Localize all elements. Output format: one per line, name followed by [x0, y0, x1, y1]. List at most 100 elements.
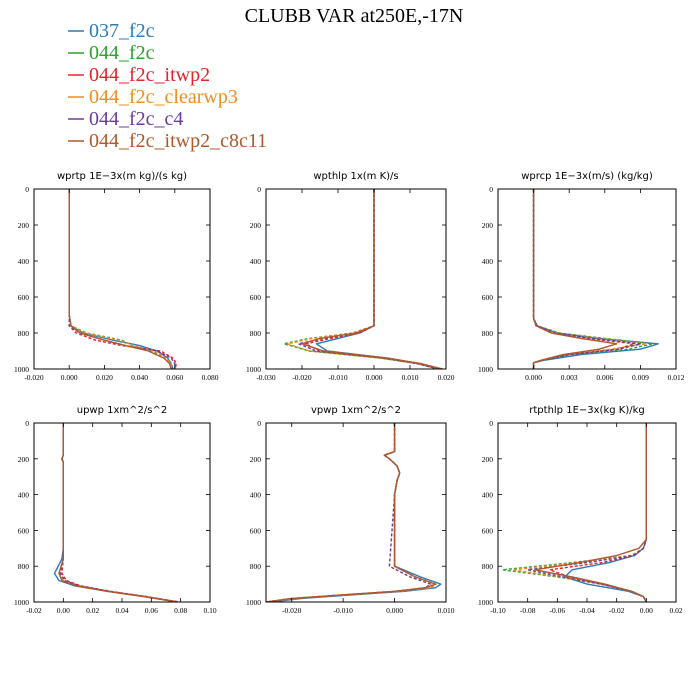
x-tick-label: 0.020: [96, 373, 113, 382]
x-tick-label: 0.04: [115, 606, 128, 615]
y-tick-label: 1000: [478, 365, 493, 374]
y-tick-label: 400: [482, 491, 494, 500]
y-tick-label: 800: [482, 562, 494, 571]
y-tick-label: 800: [482, 329, 494, 338]
x-tick-label: -0.030: [256, 373, 276, 382]
series-line: [271, 423, 442, 602]
x-tick-label: -0.04: [579, 606, 595, 615]
x-tick-label: -0.10: [490, 606, 506, 615]
series-group: [68, 189, 178, 369]
x-tick-label: 0.00: [57, 606, 70, 615]
y-tick-label: 1000: [246, 598, 261, 607]
x-tick-label: 0.080: [202, 373, 219, 382]
plot-frame: [265, 422, 447, 603]
x-tick-label: 0.003: [561, 373, 578, 382]
panel-title: wpthlp 1x(m K)/s: [313, 171, 398, 182]
figure-title: CLUBB VAR at250E,-17N: [245, 5, 464, 27]
x-tick-label: 0.02: [669, 606, 682, 615]
y-tick-label: 800: [18, 329, 30, 338]
y-tick-label: 200: [482, 221, 494, 230]
series-line: [53, 423, 178, 602]
series-line: [59, 423, 178, 602]
y-tick-label: 0: [257, 419, 261, 428]
x-tick-label: -0.020: [24, 373, 44, 382]
series-line: [266, 423, 437, 602]
x-tick-label: 0.010: [438, 606, 455, 615]
panel-title: wprtp 1E−3x(m kg)/(s kg): [57, 171, 187, 182]
legend-label: 044_f2c_clearwp3: [89, 86, 238, 108]
y-tick-label: 600: [482, 526, 494, 535]
plot-frame: [497, 188, 677, 370]
y-tick-label: 800: [250, 562, 262, 571]
x-tick-label: 0.000: [61, 373, 78, 382]
x-tick-label: 0.040: [131, 373, 148, 382]
x-tick-label: -0.020: [282, 606, 302, 615]
x-tick-label: 0.060: [166, 373, 183, 382]
legend-label: 037_f2c: [89, 20, 155, 42]
series-line: [286, 189, 439, 369]
y-tick-label: 1000: [14, 598, 29, 607]
series-line: [564, 423, 647, 602]
series-line: [58, 423, 178, 602]
y-tick-label: 400: [250, 257, 262, 266]
series-group: [266, 423, 442, 602]
y-tick-label: 1000: [478, 598, 493, 607]
x-tick-label: 0.010: [402, 373, 419, 382]
series-line: [501, 423, 647, 602]
legend: 037_f2c044_f2c044_f2c_itwp2044_f2c_clear…: [68, 20, 267, 152]
plot-frame: [497, 422, 677, 603]
y-tick-label: 200: [18, 221, 30, 230]
plot-frame: [33, 188, 211, 370]
y-tick-label: 600: [250, 293, 262, 302]
panel-title: upwp 1xm^2/s^2: [77, 405, 167, 416]
series-group: [283, 189, 443, 369]
series-group: [501, 423, 647, 602]
series-line: [59, 423, 178, 602]
panel-title: wprcp 1E−3x(m/s) (kg/kg): [521, 171, 653, 182]
x-tick-label: -0.06: [550, 606, 566, 615]
series-line: [68, 189, 172, 369]
panel-grid: wprtp 1E−3x(m kg)/(s kg)-0.020 0.000 0.020…: [14, 171, 685, 615]
series-group: [53, 423, 180, 602]
x-tick-label: 0.000: [525, 373, 542, 382]
x-tick-label: 0.06: [145, 606, 158, 615]
series-line: [297, 189, 439, 369]
y-tick-label: 400: [18, 491, 30, 500]
y-tick-label: 0: [25, 185, 29, 194]
chart-panel: wprtp 1E−3x(m kg)/(s kg) -0.020 0.000 0.020…: [14, 171, 219, 382]
x-tick-label: 0.000: [386, 606, 403, 615]
legend-label: 044_f2c: [89, 42, 155, 64]
x-tick-label: 0.02: [86, 606, 99, 615]
y-tick-label: 400: [18, 257, 30, 266]
series-line: [59, 423, 178, 602]
series-line: [61, 423, 180, 602]
x-tick-label: 0.08: [174, 606, 187, 615]
y-tick-label: 200: [482, 455, 494, 464]
x-tick-label: 0.020: [438, 373, 455, 382]
legend-label: 044_f2c_itwp2: [89, 64, 210, 86]
legend-label: 044_f2c_itwp2_c8c11: [89, 130, 267, 152]
series-line: [512, 423, 647, 602]
x-tick-label: -0.02: [609, 606, 625, 615]
x-tick-label: 0.10: [203, 606, 216, 615]
y-tick-label: 0: [25, 419, 29, 428]
x-tick-label: 0.00: [640, 606, 653, 615]
plot-frame: [265, 188, 447, 370]
panel-title: rtpthlp 1E−3x(kg K)/kg: [529, 405, 644, 416]
chart-panel: wprcp 1E−3x(m/s) (kg/kg) 0.000 0.003 0.006 0…: [478, 171, 685, 382]
chart-panel: rtpthlp 1E−3x(kg K)/kg -0.10 -0.08 -0.06 -0.…: [478, 405, 683, 615]
y-tick-label: 600: [250, 526, 262, 535]
series-line: [532, 189, 642, 369]
y-tick-label: 200: [250, 455, 262, 464]
y-tick-label: 200: [18, 455, 30, 464]
chart-panel: vpwp 1xm^2/s^2 -0.020 -0.010 0.000 0.010 0 200…: [246, 405, 455, 615]
y-tick-label: 600: [18, 293, 30, 302]
y-tick-label: 400: [250, 491, 262, 500]
y-tick-label: 800: [18, 562, 30, 571]
y-tick-label: 0: [257, 185, 261, 194]
x-tick-label: 0.006: [596, 373, 613, 382]
series-line: [534, 423, 647, 602]
panel-title: vpwp 1xm^2/s^2: [311, 405, 401, 416]
x-tick-label: 0.012: [668, 373, 685, 382]
